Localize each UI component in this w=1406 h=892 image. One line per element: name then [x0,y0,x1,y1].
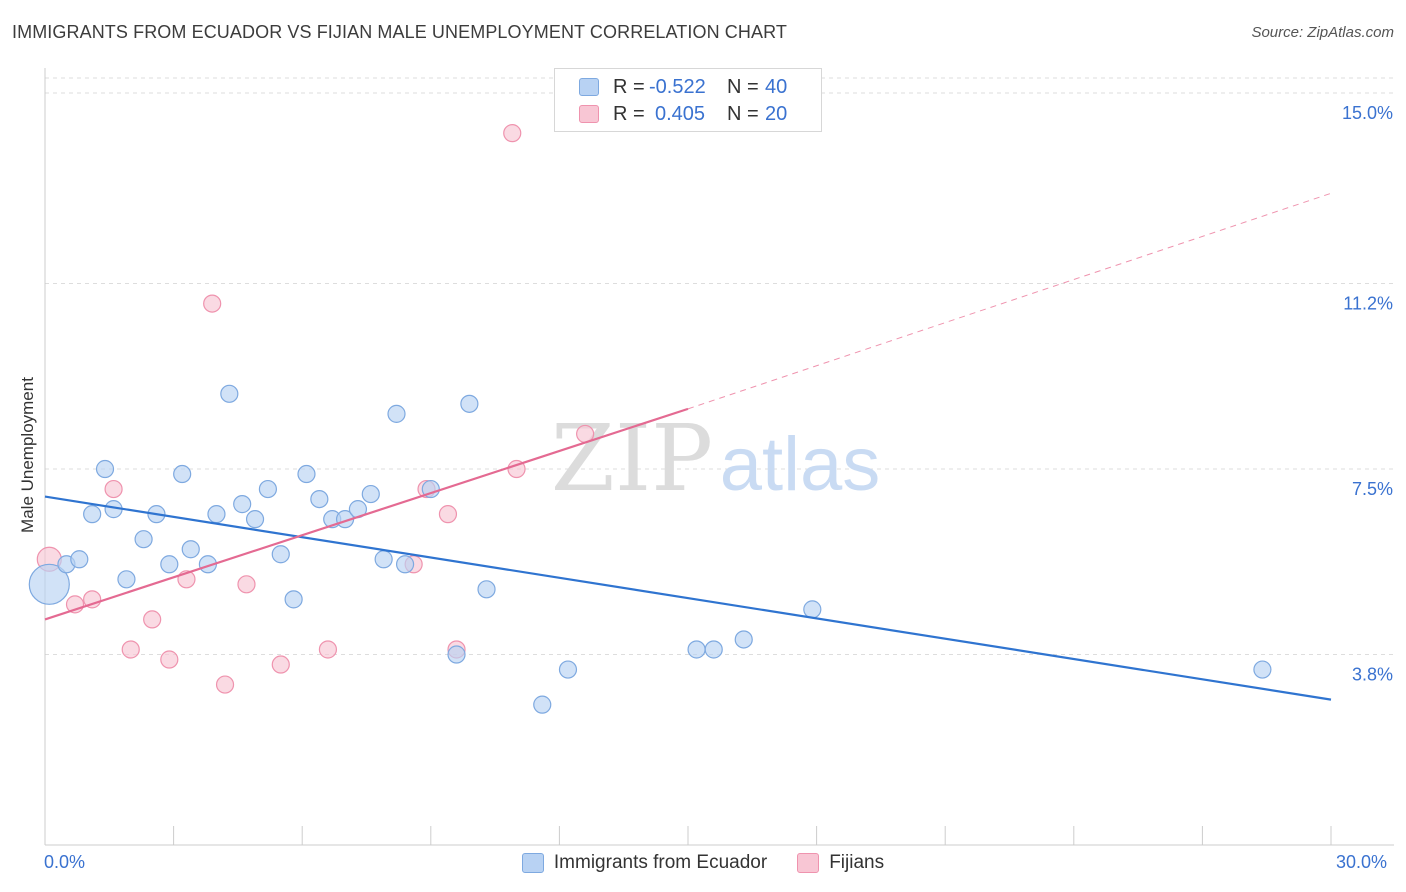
legend-swatch-fijians [797,853,820,873]
legend-swatch-ecuador [579,78,599,96]
ecuador-point [374,550,393,569]
ecuador-point [687,640,706,659]
legend-row-fijians: R = 0.405 N = 20 [579,101,787,127]
ecuador-point [271,545,290,564]
ecuador-point [181,540,200,559]
ecuador-point [558,660,578,679]
ecuador-point [310,489,329,509]
source-credit: Source: ZipAtlas.com [1251,24,1394,41]
x-tick-label-min: 0.0% [44,852,86,872]
legend-n-value: 20 [765,102,788,125]
ecuador-point [533,695,552,714]
legend-n-value: 40 [765,75,788,98]
ecuador-point [477,580,496,599]
fijians-point [237,575,256,594]
legend-swatch-ecuador [521,853,544,873]
legend-r-label: R = [613,102,645,125]
y-tick-label: 15.0% [1342,103,1393,123]
ecuador-point [160,555,179,574]
ecuador-point [83,505,102,524]
legend-n-label: N = [727,102,759,125]
ecuador-point [245,510,265,529]
fijians-points [36,124,595,694]
fijians-point [104,479,123,499]
grid-lines [45,77,1394,656]
fijians-point [121,640,140,659]
fijians-point [271,655,290,674]
legend-row-ecuador: R = -0.522 N = 40 [579,74,787,100]
fijians-point [203,294,222,313]
ecuador-point [1253,660,1272,679]
ecuador-point [361,484,380,504]
ecuador-point [803,600,822,619]
ecuador-point [117,570,136,589]
legend-item-ecuador: Immigrants from Ecuador [521,852,768,874]
legend-label-ecuador: Immigrants from Ecuador [553,852,768,873]
ecuador-point [233,495,252,514]
ecuador-trend-line [44,495,1332,701]
legend-swatch-fijians [579,105,599,123]
y-tick-label: 3.8% [1352,665,1393,685]
legend-label-fijians: Fijians [829,852,885,873]
x-tick-label-max: 30.0% [1336,852,1388,872]
ecuador-point [258,479,278,499]
ecuador-point [70,550,89,569]
fijians-trend-extension [687,192,1332,410]
legend-n-label: N = [727,75,759,98]
fijians-point [143,610,162,629]
ecuador-point [207,505,226,524]
ecuador-point [395,555,415,574]
axes [44,68,1394,846]
fijians-point [503,124,522,143]
watermark-zip: ZIP [551,405,713,512]
fijians-point [215,675,235,694]
fijians-point [438,505,458,524]
legend-item-fijians: Fijians [797,852,884,874]
ecuador-point [460,394,479,413]
fijians-trend-line [44,407,689,621]
ecuador-point [220,384,239,403]
chart-title: IMMIGRANTS FROM ECUADOR VS FIJIAN MALE U… [12,22,787,42]
watermark-atlas: atlas [720,422,881,507]
ecuador-point [734,630,753,649]
ecuador-point [28,563,70,605]
ecuador-point [447,645,466,664]
ecuador-point [95,459,115,479]
fijians-point [318,640,338,659]
fijians-point [160,650,179,669]
series-legend: Immigrants from Ecuador Fijians [0,852,1406,874]
ecuador-point [134,530,153,549]
y-tick-labels: 3.8% 7.5% 11.2% 15.0% [1342,103,1393,684]
legend-r-value: 0.405 [655,102,706,125]
y-tick-label: 11.2% [1343,294,1393,314]
y-tick-label: 7.5% [1352,479,1393,499]
ecuador-points [28,384,1272,714]
correlation-legend: R = -0.522 N = 40 R = 0.405 N = 20 [554,68,822,132]
legend-r-value: -0.522 [649,75,706,98]
ecuador-point [387,404,406,423]
ecuador-point [704,640,723,659]
watermark: ZIP atlas [551,405,880,512]
legend-r-label: R = [613,75,645,98]
ecuador-point [284,590,303,609]
ecuador-point [173,464,192,484]
trend-lines [44,192,1332,701]
ecuador-point [297,464,316,484]
